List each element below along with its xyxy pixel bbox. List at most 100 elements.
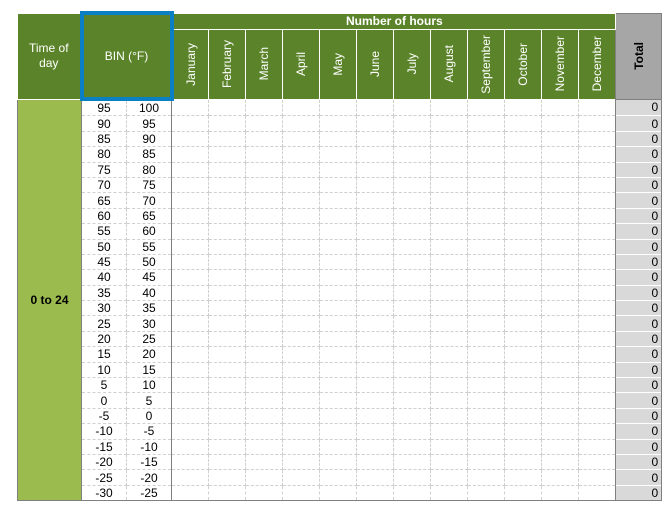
bin-low-cell[interactable]: 90 [81,115,127,132]
month-header-january[interactable]: January [171,28,209,100]
hours-cell[interactable] [467,423,505,440]
hours-cell[interactable] [208,177,246,194]
hours-cell[interactable] [504,99,542,117]
hours-cell[interactable] [245,146,283,163]
bin-high-cell[interactable]: 50 [126,254,172,271]
hours-cell[interactable] [208,423,246,440]
hours-cell[interactable] [356,485,394,502]
hours-cell[interactable] [541,485,579,502]
hours-cell[interactable] [430,315,468,332]
hours-cell[interactable] [245,208,283,225]
hours-cell[interactable] [282,469,320,486]
hours-cell[interactable] [467,223,505,240]
month-header-march[interactable]: March [245,28,283,100]
bin-low-cell[interactable]: 80 [81,146,127,163]
month-header-july[interactable]: July [393,28,431,100]
hours-cell[interactable] [467,254,505,271]
hours-cell[interactable] [504,423,542,440]
hours-cell[interactable] [504,131,542,148]
hours-cell[interactable] [171,315,209,332]
hours-cell[interactable] [208,377,246,394]
hours-cell[interactable] [319,377,357,394]
hours-cell[interactable] [467,346,505,363]
hours-cell[interactable] [504,208,542,225]
hours-cell[interactable] [282,223,320,240]
hours-cell[interactable] [319,177,357,194]
hours-cell[interactable] [541,115,579,132]
hours-cell[interactable] [504,315,542,332]
hours-cell[interactable] [504,239,542,255]
hours-cell[interactable] [208,454,246,471]
total-cell[interactable]: 0 [615,331,663,348]
hours-cell[interactable] [356,146,394,163]
hours-cell[interactable] [282,439,320,455]
hours-cell[interactable] [393,377,431,394]
hours-cell[interactable] [208,469,246,486]
total-cell[interactable]: 0 [615,300,663,317]
hours-cell[interactable] [430,177,468,194]
hours-cell[interactable] [282,408,320,425]
hours-cell[interactable] [504,331,542,348]
hours-cell[interactable] [282,269,320,286]
bin-high-cell[interactable]: -15 [126,454,172,471]
hours-cell[interactable] [245,423,283,440]
hours-cell[interactable] [319,162,357,178]
hours-cell[interactable] [319,469,357,486]
hours-cell[interactable] [171,469,209,486]
hours-cell[interactable] [245,315,283,332]
hours-cell[interactable] [504,377,542,394]
hours-cell[interactable] [467,285,505,302]
bin-high-cell[interactable]: -5 [126,423,172,440]
hours-cell[interactable] [356,454,394,471]
hours-cell[interactable] [504,177,542,194]
hours-cell[interactable] [578,115,617,132]
hours-cell[interactable] [356,377,394,394]
hours-cell[interactable] [319,408,357,425]
hours-cell[interactable] [245,454,283,471]
hours-cell[interactable] [393,362,431,379]
hours-cell[interactable] [467,208,505,225]
hours-cell[interactable] [393,454,431,471]
hours-cell[interactable] [208,131,246,148]
hours-cell[interactable] [319,423,357,440]
hours-cell[interactable] [245,439,283,455]
hours-cell[interactable] [282,239,320,255]
hours-cell[interactable] [393,269,431,286]
bin-high-cell[interactable]: 55 [126,239,172,255]
hours-cell[interactable] [541,331,579,348]
hours-cell[interactable] [504,469,542,486]
hours-cell[interactable] [282,208,320,225]
bin-high-cell[interactable]: 45 [126,269,172,286]
hours-cell[interactable] [356,346,394,363]
bin-low-cell[interactable]: 15 [81,346,127,363]
month-header-june[interactable]: June [356,28,394,100]
bin-high-cell[interactable]: 100 [126,99,172,117]
hours-cell[interactable] [430,300,468,317]
hours-cell[interactable] [541,469,579,486]
hours-cell[interactable] [319,269,357,286]
hours-cell[interactable] [356,331,394,348]
hours-cell[interactable] [578,439,617,455]
total-cell[interactable]: 0 [615,269,663,286]
total-cell[interactable]: 0 [615,177,663,194]
hours-cell[interactable] [504,223,542,240]
bin-high-cell[interactable]: 15 [126,362,172,379]
hours-cell[interactable] [282,146,320,163]
hours-cell[interactable] [430,162,468,178]
hours-cell[interactable] [171,223,209,240]
hours-cell[interactable] [467,469,505,486]
hours-cell[interactable] [504,346,542,363]
hours-cell[interactable] [356,208,394,225]
hours-cell[interactable] [171,99,209,117]
total-cell[interactable]: 0 [615,469,663,486]
hours-cell[interactable] [393,177,431,194]
hours-cell[interactable] [319,300,357,317]
hours-cell[interactable] [208,254,246,271]
hours-cell[interactable] [578,131,617,148]
hours-cell[interactable] [171,485,209,502]
hours-cell[interactable] [245,99,283,117]
hours-cell[interactable] [282,346,320,363]
hours-cell[interactable] [356,300,394,317]
hours-cell[interactable] [467,99,505,117]
hours-cell[interactable] [393,469,431,486]
